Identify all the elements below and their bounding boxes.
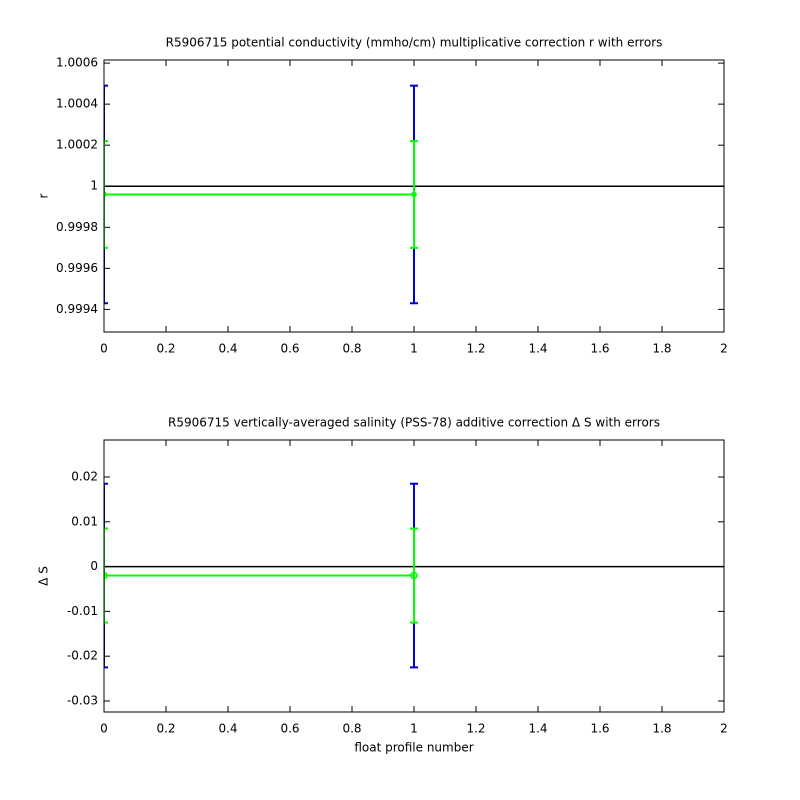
y-tick-label: 0.02 — [71, 470, 98, 484]
axes-box — [103, 59, 725, 333]
error-bar — [104, 84, 108, 305]
y-tick-label: -0.02 — [67, 649, 98, 663]
y-tick-label: 0 — [90, 559, 98, 573]
y-axis-label: Δ S — [37, 566, 51, 586]
x-tick-label: 1.8 — [652, 342, 671, 356]
data-marker — [410, 571, 418, 580]
y-tick-label: -0.01 — [67, 604, 98, 618]
x-tick-label: 0.6 — [280, 722, 299, 736]
x-tick-label: 1.4 — [528, 342, 547, 356]
plot-area — [104, 482, 724, 669]
x-tick-label: 0.6 — [280, 342, 299, 356]
data-marker — [411, 191, 417, 198]
x-tick-label: 1.2 — [466, 722, 485, 736]
plot-area — [104, 84, 724, 305]
x-tick-label: 0 — [100, 342, 108, 356]
y-tick-label: 0.9994 — [56, 302, 98, 316]
chart-title: R5906715 vertically-averaged salinity (P… — [168, 416, 660, 430]
x-tick-label: 0.4 — [218, 342, 237, 356]
y-tick-label: 1.0004 — [56, 97, 98, 111]
x-tick-label: 1.8 — [652, 722, 671, 736]
chart-title: R5906715 potential conductivity (mmho/cm… — [166, 36, 663, 50]
x-tick-label: 1.2 — [466, 342, 485, 356]
error-bar — [104, 482, 108, 669]
y-tick-label: 1 — [90, 179, 98, 193]
x-tick-label: 1 — [410, 342, 418, 356]
y-tick-label: 1.0002 — [56, 138, 98, 152]
axes-box — [103, 439, 725, 713]
x-tick-label: 1 — [410, 722, 418, 736]
y-tick-label: 0.9996 — [56, 261, 98, 275]
y-tick-label: 0.01 — [71, 514, 98, 528]
y-tick-label: 1.0006 — [56, 56, 98, 70]
x-tick-label: 0.4 — [218, 722, 237, 736]
y-axis-label: r — [37, 193, 51, 198]
y-tick-label: 0.9998 — [56, 220, 98, 234]
x-tick-label: 1.6 — [590, 342, 609, 356]
x-axis-label: float profile number — [354, 741, 473, 755]
x-tick-label: 2 — [720, 342, 728, 356]
error-bar — [104, 140, 108, 249]
x-tick-label: 1.4 — [528, 722, 547, 736]
x-tick-label: 1.6 — [590, 722, 609, 736]
x-tick-label: 0.8 — [342, 722, 361, 736]
data-marker — [104, 571, 108, 580]
x-tick-label: 0 — [100, 722, 108, 736]
x-tick-label: 0.2 — [156, 722, 175, 736]
y-tick-label: -0.03 — [67, 693, 98, 707]
x-tick-label: 0.2 — [156, 342, 175, 356]
x-tick-label: 2 — [720, 722, 728, 736]
x-tick-label: 0.8 — [342, 342, 361, 356]
error-bar — [104, 527, 108, 624]
